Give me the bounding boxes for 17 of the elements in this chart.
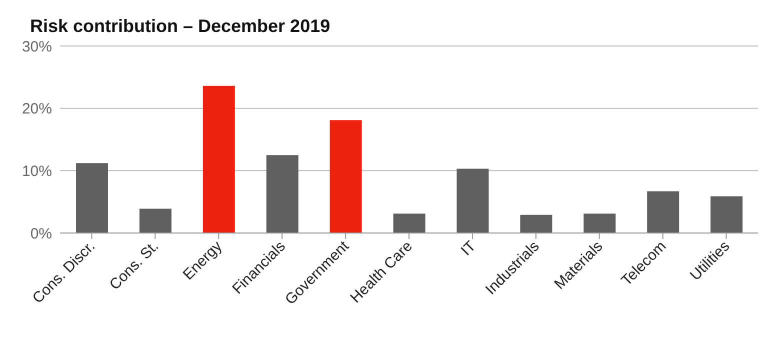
chart-title: Risk contribution – December 2019 (29, 15, 332, 38)
x-tick-label: IT (458, 238, 480, 260)
bar (647, 191, 680, 233)
y-tick-label: 10% (22, 162, 52, 180)
bar (266, 155, 298, 233)
bar (584, 214, 616, 233)
y-tick-label: 20% (22, 100, 52, 118)
bar (456, 168, 489, 233)
bar (330, 120, 362, 233)
bar (76, 163, 108, 233)
y-tick-label: 30% (22, 38, 52, 56)
bar (202, 86, 235, 233)
bar (139, 208, 172, 233)
y-tick-label: 0% (30, 225, 52, 242)
bar (710, 196, 743, 233)
bar (393, 214, 426, 233)
bar (520, 214, 552, 233)
